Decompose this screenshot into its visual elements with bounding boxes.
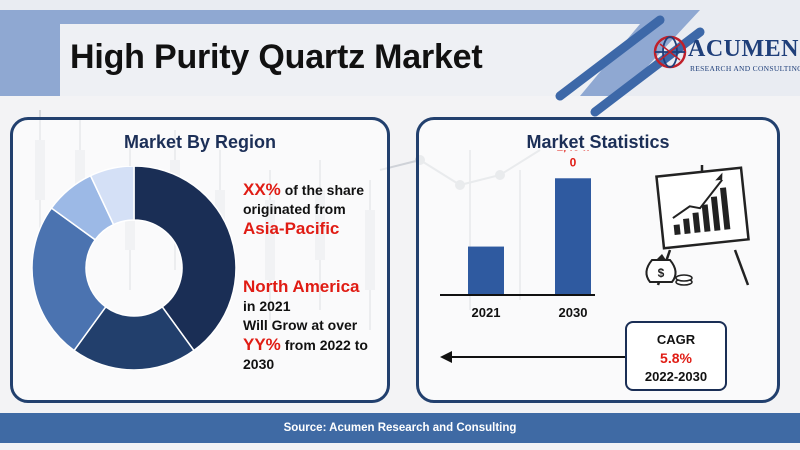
cagr-label: CAGR	[656, 332, 696, 347]
donut-slice-1	[133, 166, 237, 352]
region-highlight-1: XX% of the share originated from Asia-Pa…	[243, 180, 383, 239]
na-year-text: in 2021	[243, 298, 291, 314]
statistics-panel-title: Market Statistics	[526, 132, 670, 152]
growth-value: YY%	[243, 335, 281, 354]
share-value: XX%	[243, 180, 281, 199]
donut-slice-3	[31, 206, 107, 352]
globe-icon	[653, 35, 687, 69]
acumen-logo: ACUMEN RESEARCH AND CONSULTING	[652, 34, 800, 84]
donut-slice-5	[89, 166, 135, 226]
svg-text:$: $	[658, 266, 665, 280]
x-tick-label-2030: 2030	[559, 305, 588, 320]
bar-2030	[555, 178, 591, 295]
x-tick-label-2021: 2021	[472, 305, 501, 320]
region-north-america: North America	[243, 277, 360, 296]
region-highlight-2: North America in 2021 Will Grow at over …	[243, 277, 383, 374]
na-period-text: from 2022 to 2030	[243, 337, 368, 372]
page-title: High Purity Quartz Market	[70, 38, 483, 76]
left-arrow-icon	[440, 351, 626, 363]
cagr-box: CAGR 5.8% 2022-2030	[625, 321, 727, 391]
data-label-2030: 1,494.0	[556, 150, 589, 169]
logo-tagline: RESEARCH AND CONSULTING	[690, 64, 800, 73]
region-asia-pacific: Asia-Pacific	[243, 219, 340, 238]
cagr-value: 5.8%	[660, 350, 692, 366]
growth-easel-money-bag-icon: $	[645, 165, 750, 286]
region-donut-chart	[31, 166, 237, 370]
logo-name: ACUMEN	[688, 36, 799, 62]
market-statistics-bar-chart: 2021 2030 1,494.0	[440, 150, 595, 320]
cagr-period: 2022-2030	[644, 369, 708, 384]
donut-slice-2	[72, 305, 196, 370]
region-panel-title: Market By Region	[123, 132, 277, 152]
bar-2021	[468, 246, 504, 295]
footer-source: Source: Acumen Research and Consulting	[0, 413, 800, 443]
na-growth-text: Will Grow at over	[243, 317, 358, 333]
share-text: of the share originated from	[243, 182, 365, 217]
